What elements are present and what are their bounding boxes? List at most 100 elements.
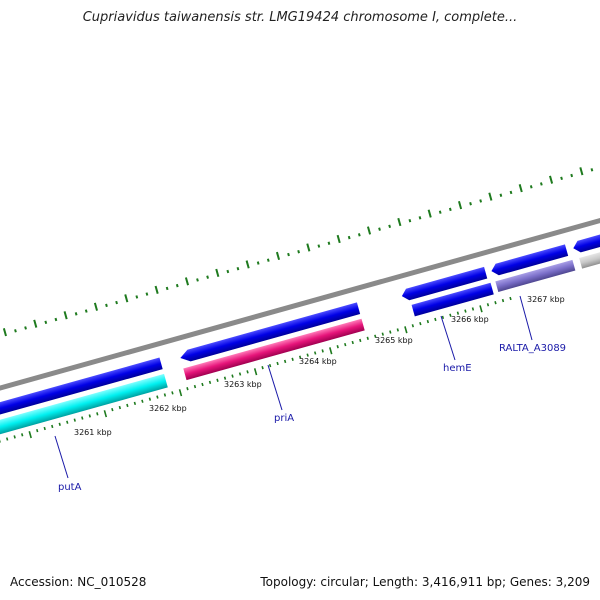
gc-dot xyxy=(408,218,412,223)
gc-dot xyxy=(418,216,422,220)
gc-dot xyxy=(266,258,270,262)
gc-dot xyxy=(287,252,290,257)
gc-dot xyxy=(275,251,281,261)
axis-tick xyxy=(471,307,475,311)
cds-putA[interactable] xyxy=(0,373,168,438)
gene-labels: putA priA hemE RALTA_A3089 xyxy=(54,295,566,493)
gene-priA-arrow[interactable] xyxy=(179,302,361,363)
axis-tick xyxy=(66,420,69,424)
axis-tick xyxy=(456,311,460,315)
gc-dot xyxy=(438,210,442,214)
kbp-axis xyxy=(0,296,512,443)
axis-tick xyxy=(88,414,91,418)
gc-dot xyxy=(54,317,58,322)
gene-label-RALTA_A3089[interactable]: RALTA_A3089 xyxy=(499,343,566,354)
axis-tick xyxy=(389,330,392,334)
axis-tick xyxy=(171,391,174,395)
gc-dot xyxy=(24,326,27,330)
gc-dot xyxy=(539,182,543,186)
gene-hemE-arrow[interactable] xyxy=(400,266,488,302)
axis-tick xyxy=(118,405,122,410)
gene-hemE-cds-arrow[interactable] xyxy=(411,282,494,317)
axis-tick xyxy=(21,433,24,437)
axis-tick xyxy=(141,399,144,403)
gc-dot xyxy=(135,295,139,299)
gc-dot xyxy=(357,233,361,237)
axis-tick xyxy=(441,315,445,320)
tick-label: 3261 kbp xyxy=(74,428,112,437)
gc-dot xyxy=(327,241,331,245)
axis-tick xyxy=(268,363,272,368)
axis-tick xyxy=(419,321,422,326)
cds-RALTA_A3089[interactable] xyxy=(495,259,576,293)
gc-dot xyxy=(306,243,311,252)
axis-tick xyxy=(208,380,212,385)
axis-tick xyxy=(111,407,114,412)
gene-label-priA[interactable]: priA xyxy=(274,413,294,424)
gene-next-arrow[interactable] xyxy=(572,232,600,255)
chromosome-backbone xyxy=(0,209,600,397)
axis-tick xyxy=(283,359,287,364)
axis-tick xyxy=(201,382,204,387)
axis-tick xyxy=(5,437,9,441)
gene-label-hemE[interactable]: hemE xyxy=(443,363,472,374)
axis-tick xyxy=(494,301,497,305)
gc-dot xyxy=(84,309,88,313)
gc-dot xyxy=(570,173,574,178)
gc-dot xyxy=(560,176,563,181)
gc-dot xyxy=(457,200,463,210)
gc-dot xyxy=(397,217,402,227)
gc-dot xyxy=(14,329,17,333)
gc-dot xyxy=(184,277,190,286)
gc-dot xyxy=(448,207,452,212)
axis-tick xyxy=(126,403,129,408)
gene-label-putA[interactable]: putA xyxy=(58,482,82,493)
axis-tick xyxy=(381,332,384,336)
axis-tick xyxy=(103,410,108,418)
axis-tick xyxy=(374,334,377,338)
axis-tick xyxy=(231,374,234,378)
axis-tick xyxy=(193,384,197,389)
cds-priA[interactable] xyxy=(183,318,365,381)
gc-dot xyxy=(44,320,48,325)
axis-tick xyxy=(28,431,32,439)
axis-tick xyxy=(43,426,46,431)
tick-label: 3266 kbp xyxy=(451,315,489,324)
axis-tick xyxy=(276,361,279,366)
gc-dot xyxy=(93,302,98,311)
gc-dot xyxy=(145,292,149,296)
gc-dot xyxy=(206,275,209,279)
gc-dot xyxy=(479,199,483,203)
gc-dot xyxy=(549,175,554,184)
axis-tick xyxy=(73,418,76,422)
gc-dot xyxy=(196,278,199,282)
axis-tick xyxy=(404,326,408,334)
gc-dot xyxy=(317,244,321,248)
axis-tick xyxy=(486,303,490,307)
gc-dot xyxy=(388,224,392,229)
gc-dot xyxy=(347,235,351,240)
map-title: Cupriavidus taiwanensis str. LMG19424 ch… xyxy=(82,10,518,25)
gene-RALTA_A3089-arrow[interactable] xyxy=(490,244,569,277)
gc-dot xyxy=(518,184,523,193)
gc-dot xyxy=(245,260,250,269)
axis-tick xyxy=(306,353,309,357)
gc-dot xyxy=(236,266,240,271)
tick-label: 3267 kbp xyxy=(527,295,565,304)
axis-tick xyxy=(479,305,483,313)
gc-dot xyxy=(175,283,179,288)
axis-tick xyxy=(449,313,452,317)
axis-tick xyxy=(51,424,54,429)
axis-tick xyxy=(298,355,302,359)
gc-dot xyxy=(590,168,594,172)
gc-dot xyxy=(366,226,372,235)
gc-dot xyxy=(579,167,584,176)
axis-tick xyxy=(0,439,1,443)
gc-dot xyxy=(33,319,38,328)
gc-content-track xyxy=(2,167,594,337)
gene-putA-arrow[interactable] xyxy=(0,357,163,419)
gc-dot xyxy=(124,294,129,303)
gc-dot xyxy=(226,269,230,274)
